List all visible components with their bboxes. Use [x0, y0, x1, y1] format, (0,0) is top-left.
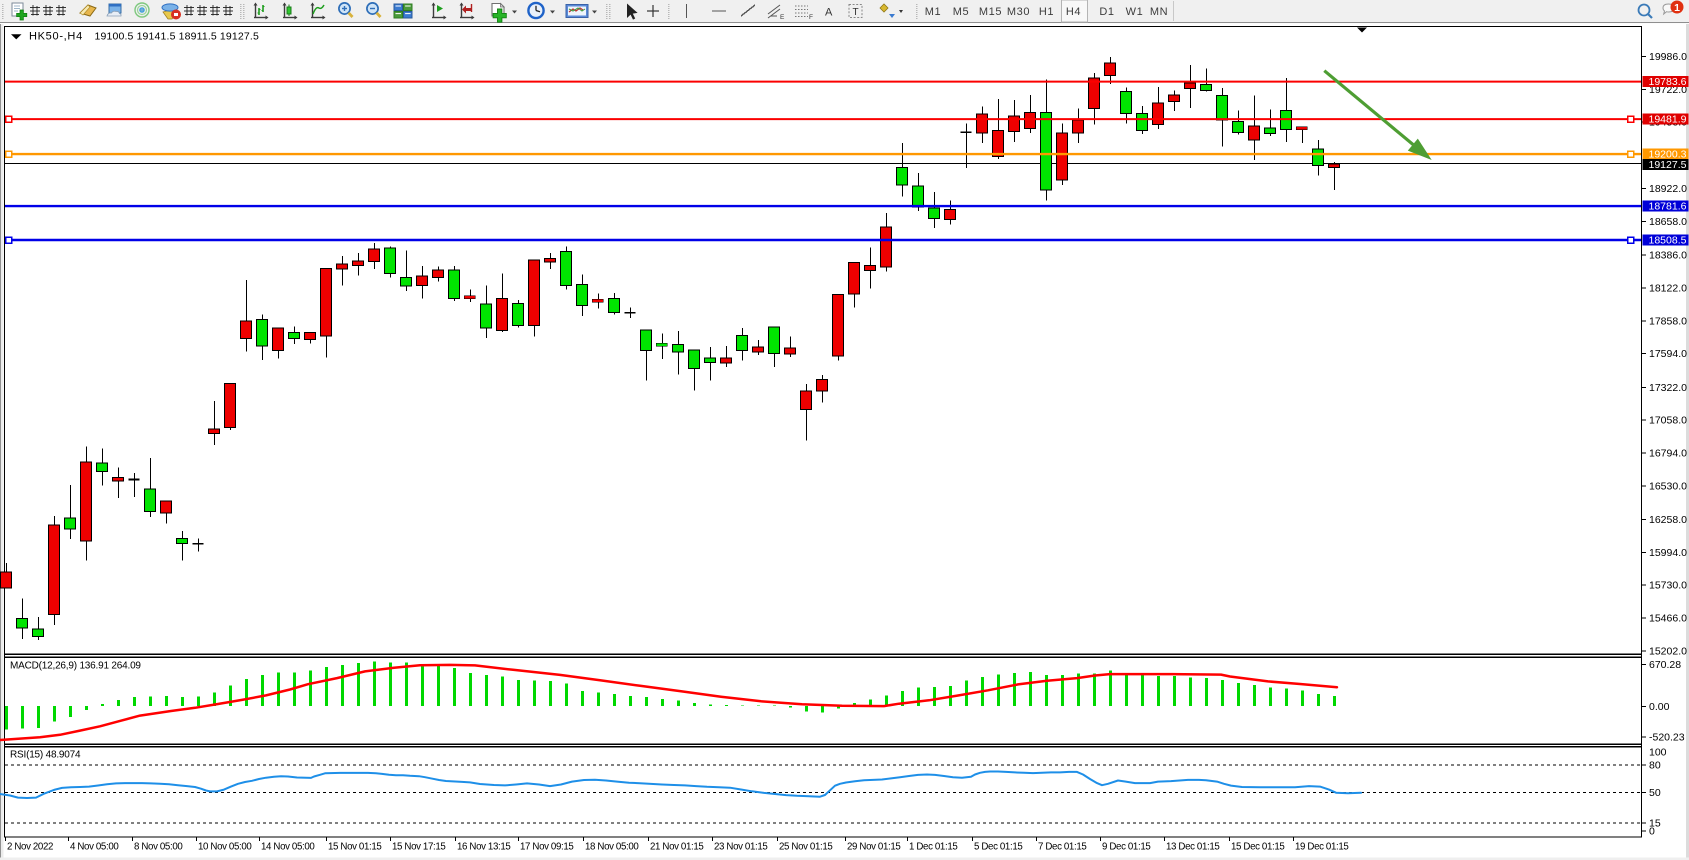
svg-text:MACD(12,26,9) 136.91 264.09: MACD(12,26,9) 136.91 264.09 [10, 661, 141, 672]
svg-text:18386.0: 18386.0 [1649, 250, 1687, 262]
svg-text:18508.5: 18508.5 [1649, 235, 1687, 247]
svg-text:18 Nov 05:00: 18 Nov 05:00 [585, 842, 639, 853]
svg-text:17058.0: 17058.0 [1649, 415, 1687, 427]
svg-text:RSI(15) 48.9074: RSI(15) 48.9074 [10, 750, 81, 761]
svg-text:M1: M1 [925, 6, 941, 18]
svg-text:18922.0: 18922.0 [1649, 183, 1687, 195]
svg-text:M30: M30 [1007, 6, 1030, 18]
svg-text:8 Nov 05:00: 8 Nov 05:00 [134, 842, 183, 853]
svg-text:HK50-,H4: HK50-,H4 [29, 30, 83, 42]
svg-text:D1: D1 [1099, 6, 1114, 18]
svg-text:80: 80 [1649, 760, 1661, 772]
svg-text:H4: H4 [1066, 6, 1081, 18]
svg-text:7 Dec 01:15: 7 Dec 01:15 [1038, 842, 1086, 853]
svg-text:MN: MN [1150, 6, 1168, 18]
svg-text:T: T [853, 7, 859, 18]
svg-text:1 Dec 01:15: 1 Dec 01:15 [909, 842, 957, 853]
svg-text:M15: M15 [979, 6, 1002, 18]
svg-text:15730.0: 15730.0 [1649, 580, 1687, 592]
svg-text:13 Dec 01:15: 13 Dec 01:15 [1166, 842, 1219, 853]
svg-text:25 Nov 01:15: 25 Nov 01:15 [779, 842, 832, 853]
svg-text:17594.0: 17594.0 [1649, 348, 1687, 360]
svg-text:19783.6: 19783.6 [1649, 76, 1687, 88]
svg-text:670.28: 670.28 [1649, 659, 1681, 671]
svg-text:18122.0: 18122.0 [1649, 283, 1687, 295]
svg-text:14 Nov 05:00: 14 Nov 05:00 [261, 842, 315, 853]
svg-text:A: A [825, 7, 833, 19]
svg-text:15202.0: 15202.0 [1649, 645, 1687, 657]
svg-text:15994.0: 15994.0 [1649, 547, 1687, 559]
svg-text:10 Nov 05:00: 10 Nov 05:00 [198, 842, 252, 853]
svg-text:W1: W1 [1126, 6, 1144, 18]
svg-text:15 Nov 01:15: 15 Nov 01:15 [328, 842, 381, 853]
svg-text:19127.5: 19127.5 [1649, 159, 1687, 171]
svg-text:19200.3: 19200.3 [1649, 148, 1687, 160]
svg-text:4 Nov 05:00: 4 Nov 05:00 [70, 842, 119, 853]
svg-text:23 Nov 01:15: 23 Nov 01:15 [714, 842, 767, 853]
svg-text:19481.9: 19481.9 [1649, 114, 1687, 126]
svg-text:16258.0: 16258.0 [1649, 514, 1687, 526]
svg-text:19986.0: 19986.0 [1649, 51, 1687, 63]
svg-text:17322.0: 17322.0 [1649, 382, 1687, 394]
svg-text:H1: H1 [1039, 6, 1054, 18]
svg-text:16794.0: 16794.0 [1649, 448, 1687, 460]
svg-text:E: E [780, 14, 785, 21]
svg-text:16530.0: 16530.0 [1649, 480, 1687, 492]
svg-text:18658.0: 18658.0 [1649, 216, 1687, 228]
svg-text:19 Dec 01:15: 19 Dec 01:15 [1295, 842, 1348, 853]
svg-text:15 Dec 01:15: 15 Dec 01:15 [1231, 842, 1284, 853]
svg-text:17858.0: 17858.0 [1649, 315, 1687, 327]
svg-text:0: 0 [1649, 825, 1655, 837]
svg-text:-520.23: -520.23 [1649, 732, 1685, 744]
svg-text:21 Nov 01:15: 21 Nov 01:15 [650, 842, 703, 853]
svg-text:1: 1 [1674, 2, 1680, 14]
svg-text:17 Nov 09:15: 17 Nov 09:15 [520, 842, 573, 853]
svg-text:19100.5 19141.5 18911.5 19127.: 19100.5 19141.5 18911.5 19127.5 [95, 30, 259, 42]
svg-text:15466.0: 15466.0 [1649, 613, 1687, 625]
svg-text:16 Nov 13:15: 16 Nov 13:15 [457, 842, 510, 853]
svg-text:15: 15 [1649, 817, 1661, 829]
svg-text:9 Dec 01:15: 9 Dec 01:15 [1102, 842, 1150, 853]
svg-text:M5: M5 [953, 6, 969, 18]
svg-text:29 Nov 01:15: 29 Nov 01:15 [847, 842, 900, 853]
svg-text:F: F [809, 14, 813, 21]
svg-text:15 Nov 17:15: 15 Nov 17:15 [392, 842, 445, 853]
svg-text:100: 100 [1649, 746, 1667, 758]
svg-text:50: 50 [1649, 787, 1661, 799]
svg-text:2 Nov 2022: 2 Nov 2022 [7, 842, 53, 853]
svg-text:5 Dec 01:15: 5 Dec 01:15 [974, 842, 1022, 853]
svg-text:0.00: 0.00 [1649, 701, 1670, 713]
svg-text:18781.6: 18781.6 [1649, 201, 1687, 213]
